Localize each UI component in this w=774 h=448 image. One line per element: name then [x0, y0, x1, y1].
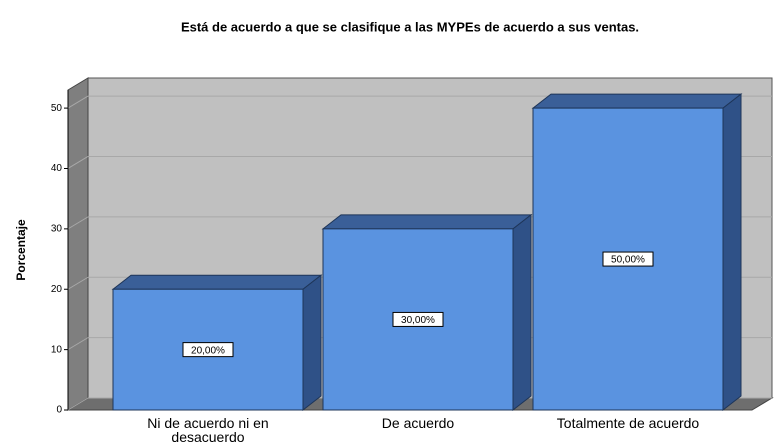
grid-line [67, 397, 89, 411]
grid-line [67, 216, 89, 230]
value-label-box [392, 311, 444, 327]
y-tick-label: 20 [51, 284, 63, 295]
y-tick-label: 0 [56, 405, 62, 416]
chart-title: Está de acuerdo a que se clasifique a la… [181, 19, 639, 34]
value-label: 50,00% [611, 255, 645, 266]
grid-line [67, 156, 89, 169]
y-tick-label: 50 [51, 103, 63, 114]
x-tick-label: Ni de acuerdo ni en desacuerdo [147, 415, 269, 445]
value-label-box [182, 342, 234, 358]
bar-top [111, 274, 323, 290]
bar-top [531, 93, 743, 109]
value-label: 30,00% [401, 315, 435, 326]
y-tick-label: 30 [51, 224, 63, 235]
value-label: 20,00% [191, 345, 225, 356]
y-axis-label: Porcentaje [14, 219, 28, 281]
bar-side [722, 93, 742, 412]
value-label-box [602, 251, 654, 267]
y-tick-label: 10 [51, 344, 63, 355]
grid-line [67, 95, 89, 109]
bar-top [321, 214, 533, 230]
y-tick-label: 40 [51, 163, 63, 174]
x-tick-label: De acuerdo [381, 415, 455, 431]
side-wall [67, 77, 89, 411]
bar-side [512, 213, 532, 412]
x-tick-label: Totalmente de acuerdo [556, 415, 700, 431]
bar-side [302, 274, 322, 412]
grid-line [67, 276, 89, 290]
grid-line [67, 337, 89, 351]
